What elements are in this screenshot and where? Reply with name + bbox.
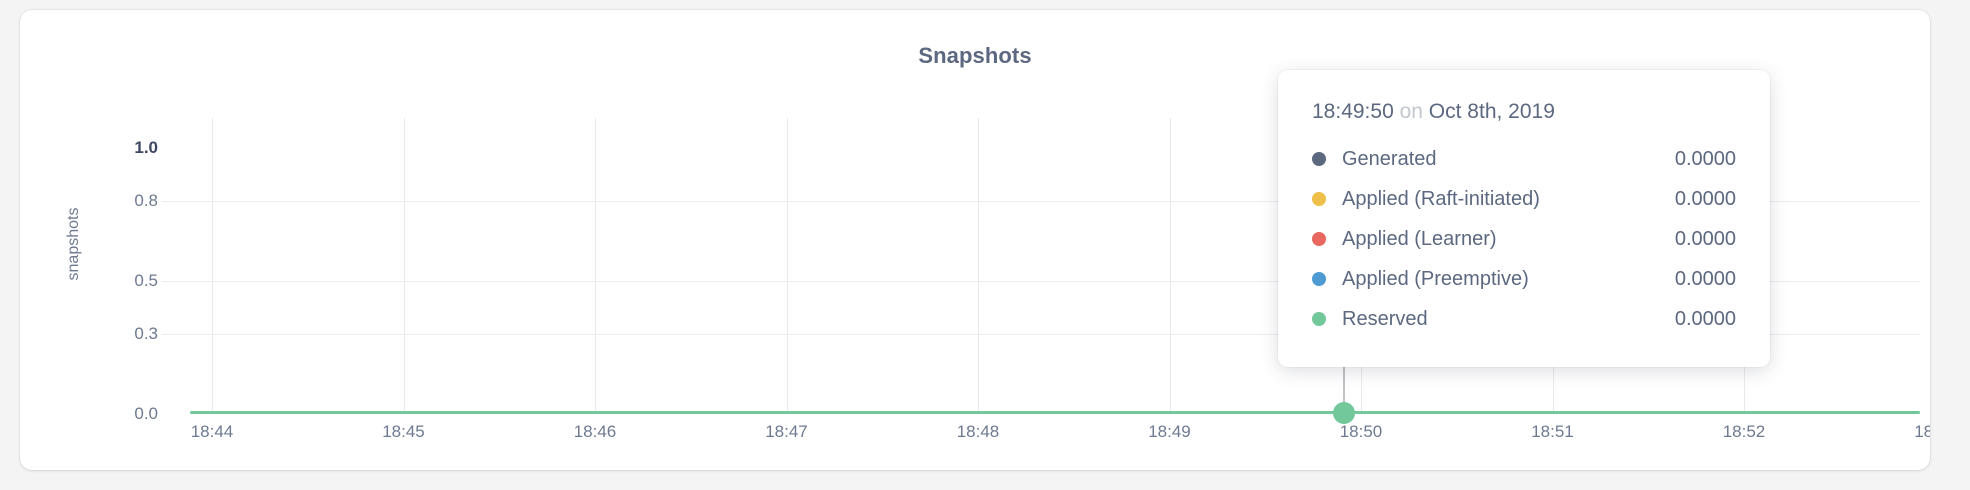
tooltip-series-value: 0.0000 (1674, 307, 1736, 330)
x-axis-tick-label: 18:44 (190, 422, 234, 441)
x-axis-tick-labels: 18:44 18:45 18:46 18:47 18:48 18:49 18:50 18:51… (190, 422, 1930, 452)
tooltip-row: Reserved 0.0000 (1312, 299, 1736, 339)
tooltip-row: Applied (Raft-initiated) 0.0000 (1312, 179, 1736, 219)
tooltip-series-value: 0.0000 (1674, 187, 1736, 210)
x-axis-tick-label: 18:48 (956, 422, 1000, 441)
tooltip-header: 18:49:50 on Oct 8th, 2019 (1312, 100, 1736, 124)
y-axis-tick-label: 0.8 (134, 191, 158, 211)
gridline-vertical (786, 118, 788, 414)
chart-tooltip: 18:49:50 on Oct 8th, 2019 Generated 0.000… (1278, 70, 1770, 367)
y-axis-tick-label: 1.0 (134, 138, 158, 157)
series-color-dot-icon (1312, 312, 1326, 326)
hover-data-point-marker[interactable] (1333, 402, 1355, 424)
gridline-vertical (595, 118, 596, 414)
tooltip-row: Applied (Learner) 0.0000 (1312, 219, 1736, 259)
x-axis-tick-label: 18:47 (765, 422, 808, 441)
y-axis-tick-labels: 1.0 0.8 0.5 0.3 0.0 (98, 138, 158, 423)
gridline-horizontal (162, 334, 1920, 336)
x-axis-tick-label: 18:52 (1722, 422, 1766, 441)
tooltip-series-label: Applied (Raft-initiated) (1342, 187, 1540, 210)
y-axis-tick-label: 0.3 (134, 324, 158, 344)
tooltip-row: Applied (Preemptive) 0.0000 (1312, 259, 1736, 299)
y-axis-tick-label: 0.5 (134, 271, 158, 290)
tooltip-series-label: Reserved (1342, 307, 1428, 330)
tooltip-series-value: 0.0000 (1674, 267, 1736, 290)
gridline-horizontal (162, 201, 1920, 203)
tooltip-series-label: Applied (Learner) (1342, 227, 1497, 250)
tooltip-rows: Generated 0.0000 Applied (Raft-initiated) 0… (1312, 139, 1736, 339)
series-color-dot-icon (1312, 192, 1326, 206)
snapshots-chart-card: Snapshots snapshots 1.0 0.8 0.5 0.3 0.0 18:4… (20, 10, 1930, 470)
tooltip-series-value: 0.0000 (1674, 227, 1736, 250)
tooltip-series-label: Applied (Preemptive) (1342, 267, 1529, 290)
tooltip-on-word: on (1399, 100, 1423, 123)
tooltip-date: Oct 8th, 2019 (1428, 100, 1555, 123)
tooltip-series-value: 0.0000 (1674, 147, 1736, 170)
tooltip-row: Generated 0.0000 (1312, 139, 1736, 179)
series-color-dot-icon (1312, 152, 1326, 166)
x-axis-tick-label: 18:46 (573, 422, 617, 441)
y-axis-tick-label: 0.0 (134, 404, 158, 423)
series-line-reserved (190, 411, 1920, 414)
y-axis-title: snapshots (65, 207, 82, 281)
gridline-vertical (1169, 118, 1171, 414)
gridline-vertical (978, 118, 979, 414)
x-axis-tick-label: 18:53 (1914, 422, 1930, 441)
x-axis-tick-label: 18:49 (1148, 422, 1191, 441)
x-axis-tick-label: 18:51 (1531, 422, 1574, 441)
x-axis-tick-label: 18:45 (382, 422, 425, 441)
x-axis-tick-label: 18:50 (1339, 422, 1383, 441)
gridline-horizontal (162, 281, 1920, 282)
gridline-vertical (403, 118, 405, 414)
series-color-dot-icon (1312, 232, 1326, 246)
gridline-vertical (212, 118, 213, 414)
tooltip-time: 18:49:50 (1312, 100, 1394, 123)
page-title: Snapshots (918, 43, 1032, 68)
tooltip-series-label: Generated (1342, 147, 1437, 170)
series-color-dot-icon (1312, 272, 1326, 286)
